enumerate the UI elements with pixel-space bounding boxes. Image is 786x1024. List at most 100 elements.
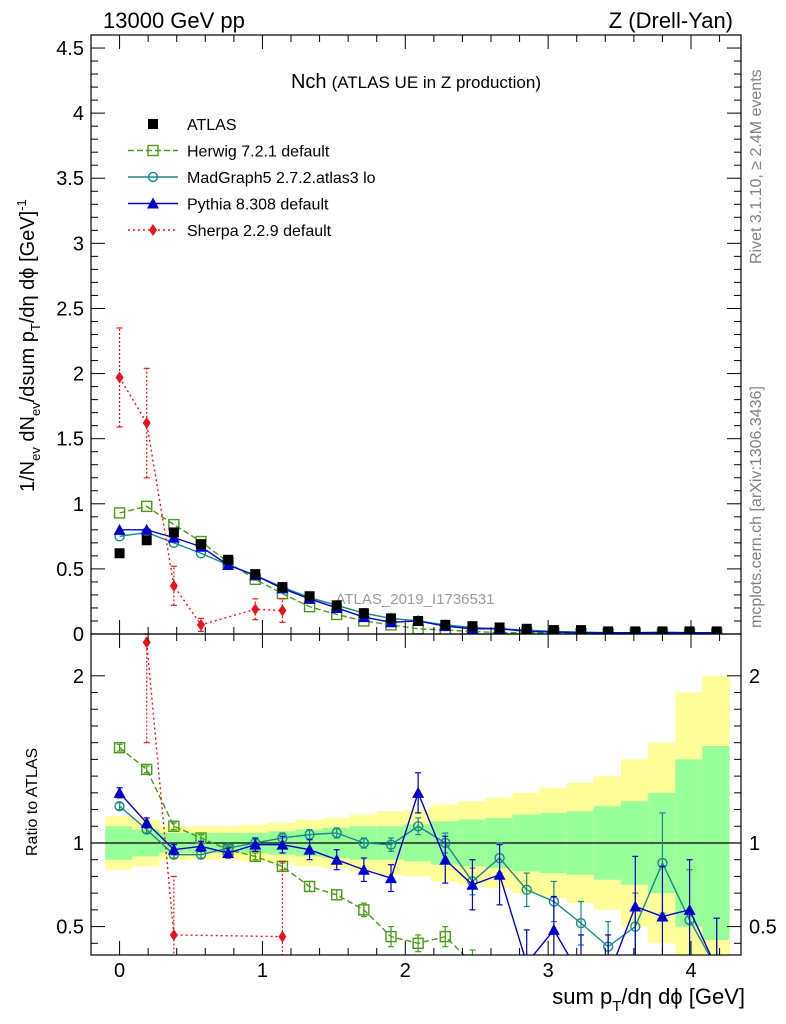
main-sherpa-line xyxy=(118,377,283,626)
main-atlas-point xyxy=(630,626,641,634)
ratio-herwig-point xyxy=(303,880,316,893)
ratio-pythia-point xyxy=(276,838,289,850)
main-title-name: Nch xyxy=(291,71,327,93)
ratio-pythia-point xyxy=(602,971,614,982)
ylabel-part-c: dN xyxy=(17,416,39,447)
ratio-pythia-point xyxy=(439,853,452,865)
ratio-herwig-point xyxy=(358,904,370,916)
ratio-y-tick-label-left: 1 xyxy=(73,833,84,855)
main-y-tick-label: 4.5 xyxy=(56,38,84,60)
main-atlas-point xyxy=(277,582,288,593)
ratio-pythia-point xyxy=(683,903,696,915)
ratio-pythia-point xyxy=(711,962,723,973)
main-atlas-point xyxy=(440,619,451,630)
ratio-pythia-point xyxy=(521,957,533,968)
header-right: Z (Drell-Yan) xyxy=(609,8,733,33)
ratio-y-tick-label-right: 1 xyxy=(749,833,760,855)
ratio-panel: 0.5 0.51 12 20 1 2 3 4 Ratio to ATLAS sum pT/dη… xyxy=(24,35,777,1015)
main-atlas-point xyxy=(250,569,261,580)
main-atlas-point xyxy=(196,539,206,550)
main-y-tick-label: 3.5 xyxy=(56,168,84,190)
main-pythia-point xyxy=(140,523,153,535)
main-atlas-point xyxy=(304,591,315,602)
watermark: ATLAS_2019_I1736531 xyxy=(335,591,494,608)
ratio-pythia-point xyxy=(412,786,425,798)
main-y-tick-label: 0.5 xyxy=(56,559,84,581)
ratio-pythia-point xyxy=(466,878,479,890)
ratio-herwig-point xyxy=(467,958,477,968)
ratio-madgraph-point xyxy=(521,884,532,895)
ratio-y-tick-label-left: 0.5 xyxy=(56,917,84,939)
xlabel-part-a: sum p xyxy=(552,984,612,1009)
main-y-tick-label: 2.5 xyxy=(56,298,84,320)
main-sherpa-point xyxy=(142,417,151,430)
legend-herwig-marker xyxy=(147,144,159,157)
main-atlas-point xyxy=(521,623,532,634)
ratio-pythia-point xyxy=(303,843,316,855)
main-y-axis-label: 1/Nev dNev/dsum pT/dη dϕ [GeV]-1 xyxy=(14,199,43,492)
ratio-herwig-point xyxy=(249,850,261,863)
ratio-y-tick-label-left: 2 xyxy=(73,666,84,688)
main-atlas-point xyxy=(168,527,179,538)
main-atlas-point xyxy=(223,554,234,565)
ratio-pythia-point xyxy=(575,971,587,982)
ratio-madgraph-point xyxy=(331,827,342,839)
ratio-sherpa-point xyxy=(169,928,178,941)
ratio-y-tick-label-right: 0.5 xyxy=(749,917,777,939)
ratio-madgraph-point xyxy=(114,801,125,812)
main-panel: Nch (ATLAS UE in Z production) ATLAS_2019… xyxy=(14,34,742,646)
ratio-madgraph-point xyxy=(385,839,397,850)
ratio-pythia-point xyxy=(140,816,153,828)
ratio-sherpa-line xyxy=(144,634,283,938)
main-atlas-point xyxy=(467,621,478,632)
x-tick-label: 3 xyxy=(543,960,554,982)
ratio-pythia-point xyxy=(547,923,560,935)
ratio-frame xyxy=(90,633,742,956)
main-pythia-point xyxy=(113,523,126,535)
ratio-pythia-point xyxy=(656,910,669,922)
main-atlas-point xyxy=(684,626,695,634)
ylabel-part-g: /dη dϕ [GeV] xyxy=(17,211,39,323)
xlabel-part-c: /dη dϕ [GeV] xyxy=(621,984,745,1009)
legend-sherpa-marker xyxy=(149,224,157,236)
main-atlas-point xyxy=(576,625,586,634)
main-atlas-point xyxy=(386,613,396,624)
ylabel-part-a: 1/N xyxy=(17,461,39,492)
ratio-pythia-point xyxy=(195,840,207,852)
main-sherpa-point xyxy=(251,603,260,616)
main-y-tick-label: 4 xyxy=(73,103,84,125)
legend-atlas-marker xyxy=(148,119,158,129)
main-sherpa-point xyxy=(169,579,178,592)
ratio-sherpa-point xyxy=(116,469,124,481)
main-atlas-point xyxy=(413,615,424,626)
legend-herwig-label: Herwig 7.2.1 default xyxy=(187,144,330,161)
main-herwig-point xyxy=(141,500,153,513)
rivet-label: Rivet 3.1.10, ≥ 2.4M events xyxy=(748,69,765,264)
ratio-pythia-point xyxy=(357,863,370,875)
legend-madgraph-label: MadGraph5 2.7.2.atlas3 lo xyxy=(187,170,376,187)
ratio-herwig-point xyxy=(439,930,451,943)
ratio-pythia-point xyxy=(629,900,642,912)
ratio-pythia-point xyxy=(385,872,397,884)
ratio-pythia-point xyxy=(493,868,506,880)
x-tick-label: 4 xyxy=(685,960,696,982)
ylabel-part-e: /dsum p xyxy=(17,331,39,402)
main-y-tick-label: 3 xyxy=(73,233,84,255)
ratio-sherpa-point xyxy=(142,636,151,649)
main-y-tick-label: 1.5 xyxy=(56,429,84,451)
ratio-y-tick-label-right: 2 xyxy=(749,666,760,688)
legend-pythia-marker xyxy=(147,197,159,209)
main-sherpa-point xyxy=(197,618,205,631)
ratio-herwig-point xyxy=(412,937,424,949)
ratio-madgraph-point xyxy=(575,918,587,929)
main-herwig-line xyxy=(119,505,717,634)
x-tick-label: 0 xyxy=(114,960,125,982)
ratio-herwig-point xyxy=(141,763,153,776)
xlabel-part-b: T xyxy=(612,998,621,1015)
ratio-pythia-point xyxy=(249,838,262,850)
x-axis-label: sum pT/dη dϕ [GeV] xyxy=(552,984,745,1015)
ylabel-part-h: -1 xyxy=(14,199,29,211)
legend-atlas-label: ATLAS xyxy=(187,117,237,134)
ratio-pythia-point xyxy=(330,853,343,865)
header-left: 13000 GeV pp xyxy=(103,8,245,33)
